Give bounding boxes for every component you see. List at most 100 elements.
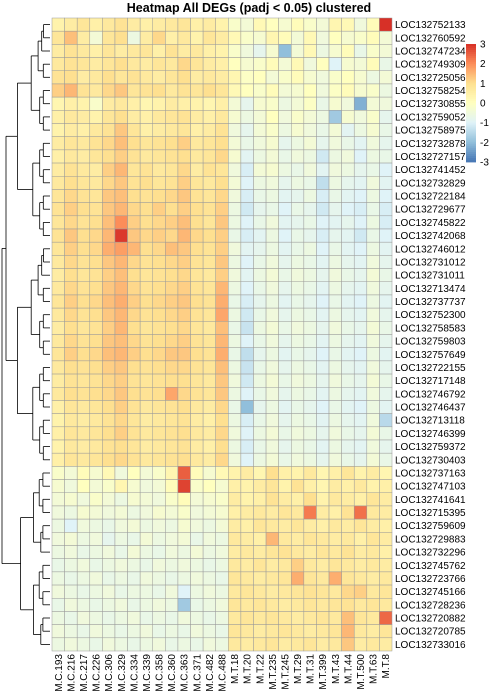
heatmap-cell: [265, 624, 279, 639]
heatmap-cell: [291, 598, 305, 612]
legend-color-step: [466, 51, 476, 55]
heatmap-cell: [328, 281, 342, 296]
heatmap-cell: [316, 110, 330, 124]
heatmap-cell: [89, 598, 103, 612]
heatmap-cell: [265, 334, 279, 348]
heatmap-cell: [379, 518, 393, 533]
heatmap-cell: [353, 281, 368, 296]
row-label: LOC132745762: [395, 561, 466, 572]
heatmap-cell: [328, 624, 342, 639]
heatmap-cell: [165, 228, 179, 243]
heatmap-cell: [102, 281, 116, 296]
heatmap-cell: [215, 149, 229, 164]
heatmap-cell: [366, 387, 380, 401]
heatmap-cell: [64, 360, 78, 375]
heatmap-cell: [127, 439, 141, 454]
heatmap-cell: [76, 413, 91, 428]
heatmap-cell: [76, 30, 91, 45]
heatmap-cell: [76, 334, 91, 348]
heatmap-cell: [152, 439, 166, 454]
heatmap-cell: [278, 466, 292, 480]
heatmap-cell: [215, 281, 229, 296]
heatmap-cell: [51, 571, 65, 586]
row-label: LOC132715395: [395, 508, 466, 519]
heatmap-cell: [291, 83, 305, 98]
heatmap-cell: [253, 189, 267, 203]
heatmap-cell: [76, 387, 91, 401]
heatmap-cell: [102, 294, 116, 309]
heatmap-cell: [89, 505, 103, 520]
heatmap-cell: [265, 96, 279, 111]
heatmap-cell: [278, 426, 292, 441]
legend-color-step: [466, 158, 476, 161]
heatmap-cell: [165, 466, 179, 480]
heatmap-cell: [139, 360, 153, 375]
heatmap-cell: [102, 202, 116, 217]
heatmap-cell: [265, 30, 279, 45]
heatmap-cell: [366, 492, 380, 507]
heatmap-cell: [114, 518, 128, 533]
heatmap-cell: [102, 57, 116, 72]
legend-color-step: [466, 118, 476, 122]
row-label: LOC132757649: [395, 350, 466, 361]
heatmap-cell: [102, 255, 116, 269]
heatmap-cell: [291, 189, 305, 203]
heatmap-cell: [190, 307, 204, 322]
heatmap-cell: [278, 439, 292, 454]
heatmap-cell: [89, 17, 103, 32]
heatmap-cell: [366, 281, 380, 296]
heatmap-cell: [114, 268, 128, 282]
heatmap-cell: [240, 518, 254, 533]
heatmap-cell: [152, 136, 166, 151]
heatmap-cell: [316, 57, 330, 72]
heatmap-cell: [265, 558, 279, 573]
heatmap-cell: [366, 598, 380, 612]
column-label: M.C.216: [66, 654, 77, 692]
heatmap-cell: [265, 518, 279, 533]
heatmap-cell: [291, 439, 305, 454]
heatmap-cell: [379, 452, 393, 467]
heatmap-cell: [202, 70, 216, 85]
heatmap-cell: [139, 373, 153, 388]
heatmap-cell: [328, 545, 342, 559]
heatmap-cell: [64, 598, 78, 612]
heatmap-cell: [202, 321, 216, 335]
heatmap-cell: [114, 571, 128, 586]
heatmap-cell: [114, 136, 128, 151]
heatmap-cell: [278, 624, 292, 639]
heatmap-cell: [152, 466, 166, 480]
legend-color-step: [466, 63, 476, 67]
legend-color-step: [466, 114, 476, 118]
legend-color-step: [466, 142, 476, 145]
heatmap-cell: [76, 466, 91, 480]
heatmap-cell: [291, 307, 305, 322]
heatmap-cell: [114, 413, 128, 428]
heatmap-cell: [165, 44, 179, 58]
heatmap-cell: [291, 281, 305, 296]
heatmap-cell: [328, 294, 342, 309]
heatmap-cell: [190, 413, 204, 428]
heatmap-cell: [215, 532, 229, 546]
heatmap-cell: [51, 360, 65, 375]
heatmap-cell: [366, 149, 380, 164]
heatmap-cell: [202, 123, 216, 137]
heatmap-cell: [303, 83, 317, 98]
heatmap-cell: [353, 17, 368, 32]
heatmap-cell: [102, 96, 116, 111]
heatmap-cell: [379, 30, 393, 45]
heatmap-cell: [291, 347, 305, 362]
row-label: LOC132758975: [395, 126, 466, 137]
heatmap-cell: [215, 44, 229, 58]
heatmap-cell: [240, 17, 254, 32]
heatmap-cell: [303, 637, 317, 652]
heatmap-cell: [177, 598, 191, 612]
heatmap-cell: [328, 426, 342, 441]
heatmap-cell: [303, 571, 317, 586]
heatmap-cell: [202, 162, 216, 177]
heatmap-cell: [139, 532, 153, 546]
heatmap-cell: [127, 215, 141, 230]
heatmap-cell: [265, 136, 279, 151]
legend-color-step: [466, 150, 476, 153]
heatmap-cell: [379, 492, 393, 507]
heatmap-cell: [64, 30, 78, 45]
